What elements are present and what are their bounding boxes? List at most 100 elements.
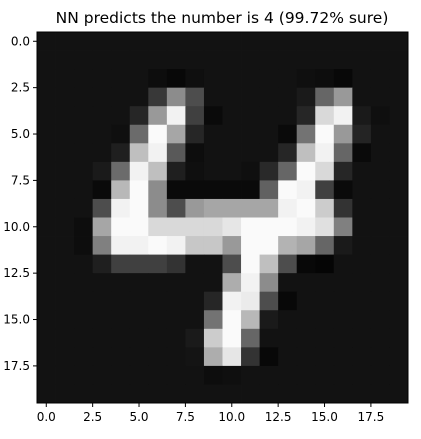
- heatmap-cell: [148, 365, 168, 385]
- heatmap-cell: [111, 236, 131, 255]
- heatmap-cell: [129, 69, 149, 89]
- heatmap-cell: [148, 291, 168, 311]
- heatmap-cell: [370, 384, 390, 404]
- heatmap-cell: [241, 143, 260, 163]
- heatmap-cell: [111, 161, 131, 181]
- heatmap-cell: [111, 124, 131, 144]
- heatmap-cell: [315, 106, 335, 126]
- heatmap-cell: [352, 87, 372, 107]
- heatmap-cell: [148, 106, 168, 126]
- heatmap-cell: [278, 347, 298, 367]
- heatmap-cell: [259, 69, 279, 89]
- heatmap-cell: [352, 365, 372, 385]
- heatmap-cell: [203, 254, 223, 274]
- heatmap-cell: [352, 32, 372, 51]
- heatmap-cell: [203, 50, 223, 70]
- heatmap-cell: [92, 87, 112, 107]
- heatmap-cell: [111, 180, 131, 200]
- heatmap-cell: [37, 384, 56, 404]
- heatmap-cell: [148, 124, 168, 144]
- x-tick-label: 12.5: [265, 410, 292, 424]
- heatmap-cell: [296, 328, 316, 348]
- heatmap-cell: [74, 50, 94, 70]
- heatmap-cell: [296, 273, 316, 293]
- heatmap-cell: [55, 124, 75, 144]
- heatmap-cell: [259, 310, 279, 330]
- heatmap-cell: [315, 291, 335, 311]
- heatmap-cell: [333, 32, 353, 51]
- heatmap-cell: [389, 198, 409, 218]
- heatmap-cell: [129, 50, 149, 70]
- heatmap-cell: [370, 254, 390, 274]
- heatmap-cell: [203, 217, 223, 237]
- heatmap-cell: [37, 291, 56, 311]
- heatmap-cell: [55, 87, 75, 107]
- heatmap-cell: [74, 328, 94, 348]
- heatmap-cell: [74, 180, 94, 200]
- x-tick-label: 17.5: [358, 410, 385, 424]
- heatmap-cell: [352, 328, 372, 348]
- heatmap-cell: [129, 32, 149, 51]
- heatmap-cell: [222, 32, 242, 51]
- heatmap-cell: [352, 310, 372, 330]
- heatmap-cell: [148, 180, 168, 200]
- heatmap-cell: [37, 217, 56, 237]
- heatmap-cell: [37, 198, 56, 218]
- heatmap-cell: [241, 291, 260, 311]
- heatmap-cell: [370, 50, 390, 70]
- heatmap-cell: [37, 32, 56, 51]
- heatmap-cell: [241, 273, 260, 293]
- heatmap-cell: [203, 291, 223, 311]
- heatmap-cell: [185, 106, 205, 126]
- heatmap-cell: [241, 50, 260, 70]
- heatmap-cell: [55, 365, 75, 385]
- heatmap-cell: [166, 69, 186, 89]
- heatmap-cell: [222, 87, 242, 107]
- heatmap-cell: [370, 69, 390, 89]
- heatmap-cell: [166, 198, 186, 218]
- heatmap-cell: [203, 106, 223, 126]
- heatmap-cell: [296, 32, 316, 51]
- heatmap-cell: [92, 273, 112, 293]
- heatmap-cell: [55, 198, 75, 218]
- heatmap-cell: [352, 180, 372, 200]
- heatmap-cell: [222, 124, 242, 144]
- heatmap-cell: [92, 161, 112, 181]
- x-tick-label: 15.0: [311, 410, 338, 424]
- heatmap-cell: [259, 124, 279, 144]
- heatmap-cell: [111, 50, 131, 70]
- heatmap-cell: [203, 310, 223, 330]
- heatmap-cell: [129, 143, 149, 163]
- heatmap-cell: [148, 236, 168, 255]
- heatmap-cell: [296, 161, 316, 181]
- heatmap-cell: [259, 180, 279, 200]
- heatmap-cell: [74, 291, 94, 311]
- heatmap-cell: [37, 310, 56, 330]
- heatmap-cell: [389, 273, 409, 293]
- heatmap-cell: [92, 69, 112, 89]
- heatmap-cell: [129, 347, 149, 367]
- heatmap-cell: [296, 198, 316, 218]
- heatmap-cell: [389, 384, 409, 404]
- heatmap-cell: [203, 198, 223, 218]
- heatmap-cell: [222, 384, 242, 404]
- y-tick-label: 5.0: [11, 127, 30, 141]
- heatmap-cell: [352, 124, 372, 144]
- heatmap-cell: [278, 236, 298, 255]
- heatmap-cell: [37, 236, 56, 255]
- heatmap-cell: [333, 180, 353, 200]
- heatmap-cell: [222, 328, 242, 348]
- y-tick-label: 15.0: [3, 313, 30, 327]
- heatmap-cell: [222, 217, 242, 237]
- heatmap-cell: [296, 124, 316, 144]
- heatmap-cell: [333, 161, 353, 181]
- heatmap-cell: [278, 50, 298, 70]
- heatmap-cell: [241, 106, 260, 126]
- heatmap-cell: [333, 347, 353, 367]
- heatmap-cell: [278, 365, 298, 385]
- heatmap-cell: [92, 365, 112, 385]
- heatmap-cell: [259, 291, 279, 311]
- heatmap-cell: [352, 254, 372, 274]
- heatmap-cell: [278, 87, 298, 107]
